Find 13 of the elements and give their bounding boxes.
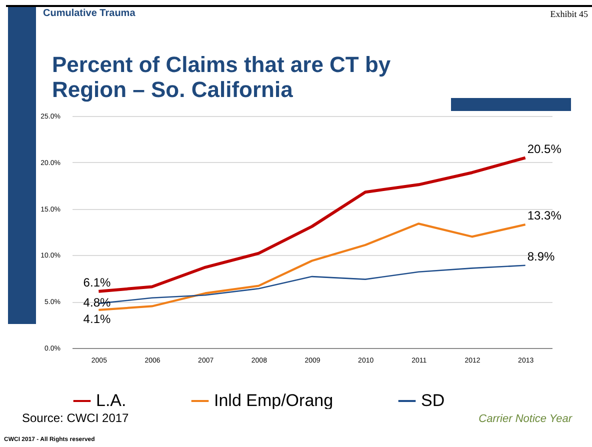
legend-label: L.A. (96, 391, 126, 410)
data-label: 20.5% (527, 142, 562, 156)
data-label: 13.3% (527, 208, 562, 223)
x-axis-title: Carrier Notice Year (478, 413, 572, 425)
text: Exhibit 45 (550, 9, 588, 19)
data-label: 8.9% (527, 249, 556, 264)
text: Cumulative Trauma (43, 8, 136, 19)
data-label: 4.8% (83, 295, 111, 310)
data-label: 4.1% (83, 312, 111, 326)
chart-title: Percent of Claims that are CT by Region – So. California (52, 52, 392, 102)
data-label: 6.1% (83, 275, 111, 290)
legend-label: SD (421, 391, 445, 410)
source-note: Source: CWCI 2017 (22, 411, 129, 425)
